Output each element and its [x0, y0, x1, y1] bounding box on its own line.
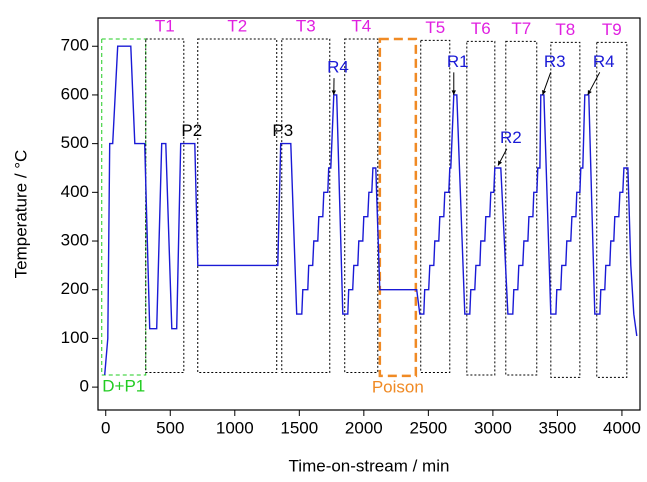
temperature-line	[104, 45, 638, 375]
y-tick-label: 100	[61, 328, 89, 347]
y-tick-label: 0	[80, 377, 89, 396]
region-label: T4	[351, 16, 371, 35]
y-tick-label: 300	[61, 231, 89, 250]
x-tick-label: 1000	[216, 418, 254, 437]
y-tick-label: 400	[61, 182, 89, 201]
region-box	[145, 38, 185, 374]
y-tick-label: 700	[61, 36, 89, 55]
region-box	[596, 41, 628, 378]
y-axis-title: Temperature / °C	[11, 150, 30, 279]
region-label: D+P1	[102, 376, 145, 395]
plot-frame	[97, 17, 641, 411]
region-label: T1	[155, 16, 175, 35]
region-label: Poison	[372, 377, 424, 396]
annotation: R3	[544, 52, 566, 71]
arrow-head	[587, 89, 592, 95]
region-box	[378, 37, 418, 378]
x-tick-label: 4000	[603, 418, 641, 437]
x-tick-label: 2500	[409, 418, 447, 437]
region-box	[281, 38, 331, 374]
region-box	[197, 38, 278, 374]
arrow-head	[331, 90, 337, 95]
x-tick-label: 2000	[345, 418, 383, 437]
region-label: T9	[602, 20, 622, 39]
region-label: T7	[511, 19, 531, 38]
region-label: T6	[471, 19, 491, 38]
arrow-head	[451, 90, 456, 95]
annotation: P2	[181, 121, 202, 140]
x-tick-label: 3000	[474, 418, 512, 437]
region-box	[420, 39, 451, 374]
y-tick-label: 500	[61, 133, 89, 152]
annotation: R4	[327, 58, 349, 77]
x-tick-label: 0	[101, 418, 110, 437]
annotation: R4	[593, 52, 615, 71]
x-tick-label: 500	[156, 418, 184, 437]
arrow-head	[498, 160, 503, 166]
annotation: R1	[447, 52, 469, 71]
x-axis-title: Time-on-stream / min	[289, 456, 450, 475]
y-tick-label: 200	[61, 279, 89, 298]
arrow-head	[542, 89, 547, 95]
region-label: T5	[425, 18, 445, 37]
region-box	[550, 41, 581, 378]
region-box	[505, 40, 538, 376]
region-box	[344, 38, 379, 374]
annotation: P3	[272, 121, 293, 140]
annotation: R2	[500, 128, 522, 147]
x-tick-label: 1500	[280, 418, 318, 437]
region-box	[466, 40, 496, 376]
region-label: T8	[555, 20, 575, 39]
region-label: T3	[296, 16, 316, 35]
x-tick-label: 3500	[538, 418, 576, 437]
region-label: T2	[227, 16, 247, 35]
y-tick-label: 600	[61, 84, 89, 103]
